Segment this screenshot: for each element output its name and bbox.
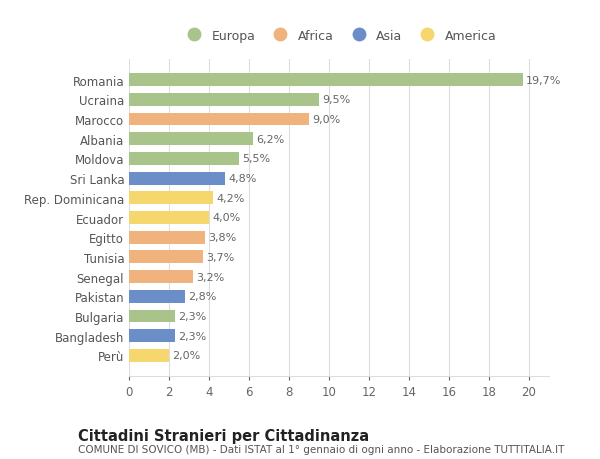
- Bar: [129, 290, 185, 303]
- Text: 4,8%: 4,8%: [228, 174, 256, 184]
- Text: 5,5%: 5,5%: [242, 154, 270, 164]
- Legend: Europa, Africa, Asia, America: Europa, Africa, Asia, America: [176, 25, 502, 48]
- Text: 2,0%: 2,0%: [172, 351, 200, 361]
- Text: 9,0%: 9,0%: [312, 115, 340, 125]
- Text: 3,2%: 3,2%: [196, 272, 224, 282]
- Bar: [129, 251, 203, 264]
- Bar: [129, 94, 319, 106]
- Bar: [129, 231, 205, 244]
- Bar: [129, 310, 175, 323]
- Text: 19,7%: 19,7%: [526, 75, 562, 85]
- Text: 4,0%: 4,0%: [212, 213, 240, 223]
- Bar: [129, 74, 523, 87]
- Bar: [129, 113, 309, 126]
- Bar: [129, 153, 239, 165]
- Text: 4,2%: 4,2%: [216, 193, 244, 203]
- Bar: [129, 192, 213, 205]
- Text: 9,5%: 9,5%: [322, 95, 350, 105]
- Text: 2,8%: 2,8%: [188, 291, 217, 302]
- Bar: [129, 212, 209, 224]
- Text: 3,7%: 3,7%: [206, 252, 234, 263]
- Bar: [129, 172, 225, 185]
- Text: COMUNE DI SOVICO (MB) - Dati ISTAT al 1° gennaio di ogni anno - Elaborazione TUT: COMUNE DI SOVICO (MB) - Dati ISTAT al 1°…: [78, 444, 565, 454]
- Text: 6,2%: 6,2%: [256, 134, 284, 145]
- Text: 2,3%: 2,3%: [178, 331, 206, 341]
- Text: Cittadini Stranieri per Cittadinanza: Cittadini Stranieri per Cittadinanza: [78, 428, 369, 443]
- Bar: [129, 349, 169, 362]
- Text: 2,3%: 2,3%: [178, 311, 206, 321]
- Text: 3,8%: 3,8%: [208, 233, 236, 243]
- Bar: [129, 330, 175, 342]
- Bar: [129, 133, 253, 146]
- Bar: [129, 271, 193, 283]
